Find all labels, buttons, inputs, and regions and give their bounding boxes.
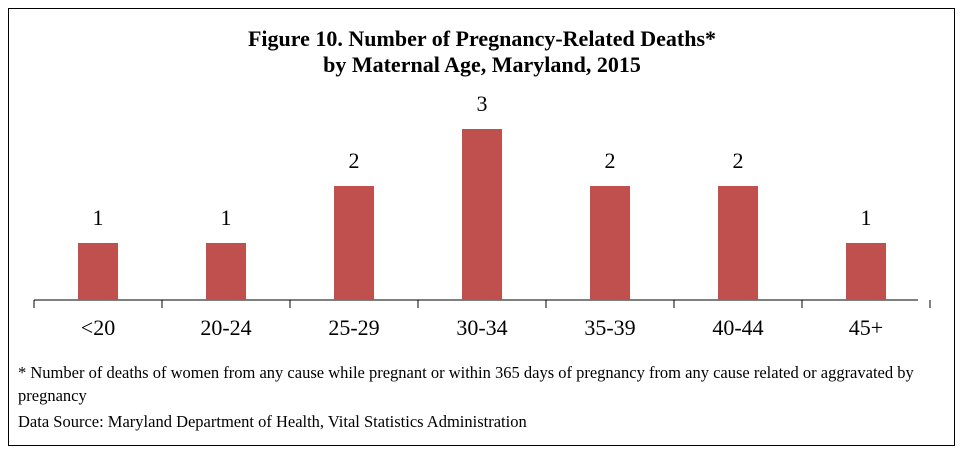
- bar: [462, 129, 502, 300]
- x-tick-label: 25-29: [328, 315, 379, 340]
- x-tick-label: 20-24: [200, 315, 251, 340]
- data-label: 1: [861, 205, 872, 230]
- chart-title: by Maternal Age, Maryland, 2015: [323, 52, 641, 77]
- bar: [206, 243, 246, 300]
- data-label: 3: [477, 91, 488, 116]
- bar: [718, 186, 758, 300]
- source: Data Source: Maryland Department of Heal…: [18, 412, 527, 431]
- bar: [334, 186, 374, 300]
- x-tick-label: 35-39: [584, 315, 635, 340]
- bar: [846, 243, 886, 300]
- data-label: 1: [221, 205, 232, 230]
- data-label: 2: [605, 148, 616, 173]
- x-tick-label: <20: [81, 315, 115, 340]
- bar: [78, 243, 118, 300]
- x-tick-label: 40-44: [712, 315, 763, 340]
- x-tick-label: 30-34: [456, 315, 507, 340]
- footnote: * Number of deaths of women from any cau…: [18, 363, 914, 405]
- data-label: 2: [733, 148, 744, 173]
- x-tick-label: 45+: [849, 315, 883, 340]
- bar: [590, 186, 630, 300]
- data-label: 1: [93, 205, 104, 230]
- chart-title: Figure 10. Number of Pregnancy-Related D…: [248, 26, 716, 51]
- data-label: 2: [349, 148, 360, 173]
